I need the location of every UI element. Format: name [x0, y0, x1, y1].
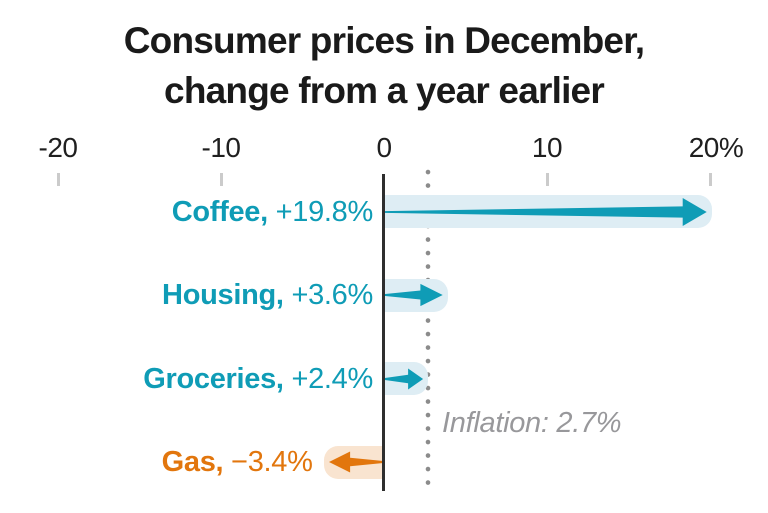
x-tick-label-0: 0	[376, 132, 392, 163]
category-name-gas: Gas,	[161, 446, 224, 478]
category-label-coffee: Coffee, +19.8%	[171, 192, 374, 232]
arrow-groceries	[384, 368, 424, 389]
x-tick-mark	[56, 173, 60, 186]
chart-title-line1: Consumer prices in December,	[123, 20, 645, 61]
category-name-housing: Housing,	[162, 279, 284, 311]
category-label-groceries: Groceries, +2.4%	[143, 359, 373, 399]
zero-axis-line	[382, 174, 386, 491]
arrow-coffee	[384, 197, 707, 226]
x-tick-mark	[708, 173, 712, 186]
arrow-shape-housing	[384, 283, 443, 307]
inflation-annotation: Inflation: 2.7%	[442, 407, 622, 439]
category-value-coffee: +19.8%	[267, 195, 374, 228]
category-name-coffee: Coffee,	[171, 195, 268, 228]
category-value-housing: +3.6%	[283, 279, 373, 311]
x-tick-mark	[219, 173, 223, 186]
category-name-groceries: Groceries,	[143, 362, 284, 395]
x-tick-label-10: 10	[531, 132, 563, 163]
x-tick-label--20: -20	[38, 132, 78, 163]
chart-title-line2: change from a year earlier	[164, 70, 605, 111]
arrow-shape-gas	[328, 451, 384, 473]
category-label-housing: Housing, +3.6%	[162, 275, 373, 315]
arrow-gas	[328, 451, 384, 473]
chart-title: Consumer prices in December, change from…	[0, 16, 768, 116]
arrow-shape-coffee	[384, 197, 707, 226]
category-value-groceries: +2.4%	[283, 362, 373, 395]
category-label-gas: Gas, −3.4%	[162, 442, 313, 482]
x-tick-label--10: -10	[201, 132, 241, 163]
category-value-gas: −3.4%	[223, 446, 313, 478]
x-tick-label-20%: 20%	[688, 132, 744, 163]
arrow-housing	[384, 283, 443, 307]
arrow-shape-groceries	[384, 368, 424, 389]
x-tick-mark	[545, 173, 549, 186]
